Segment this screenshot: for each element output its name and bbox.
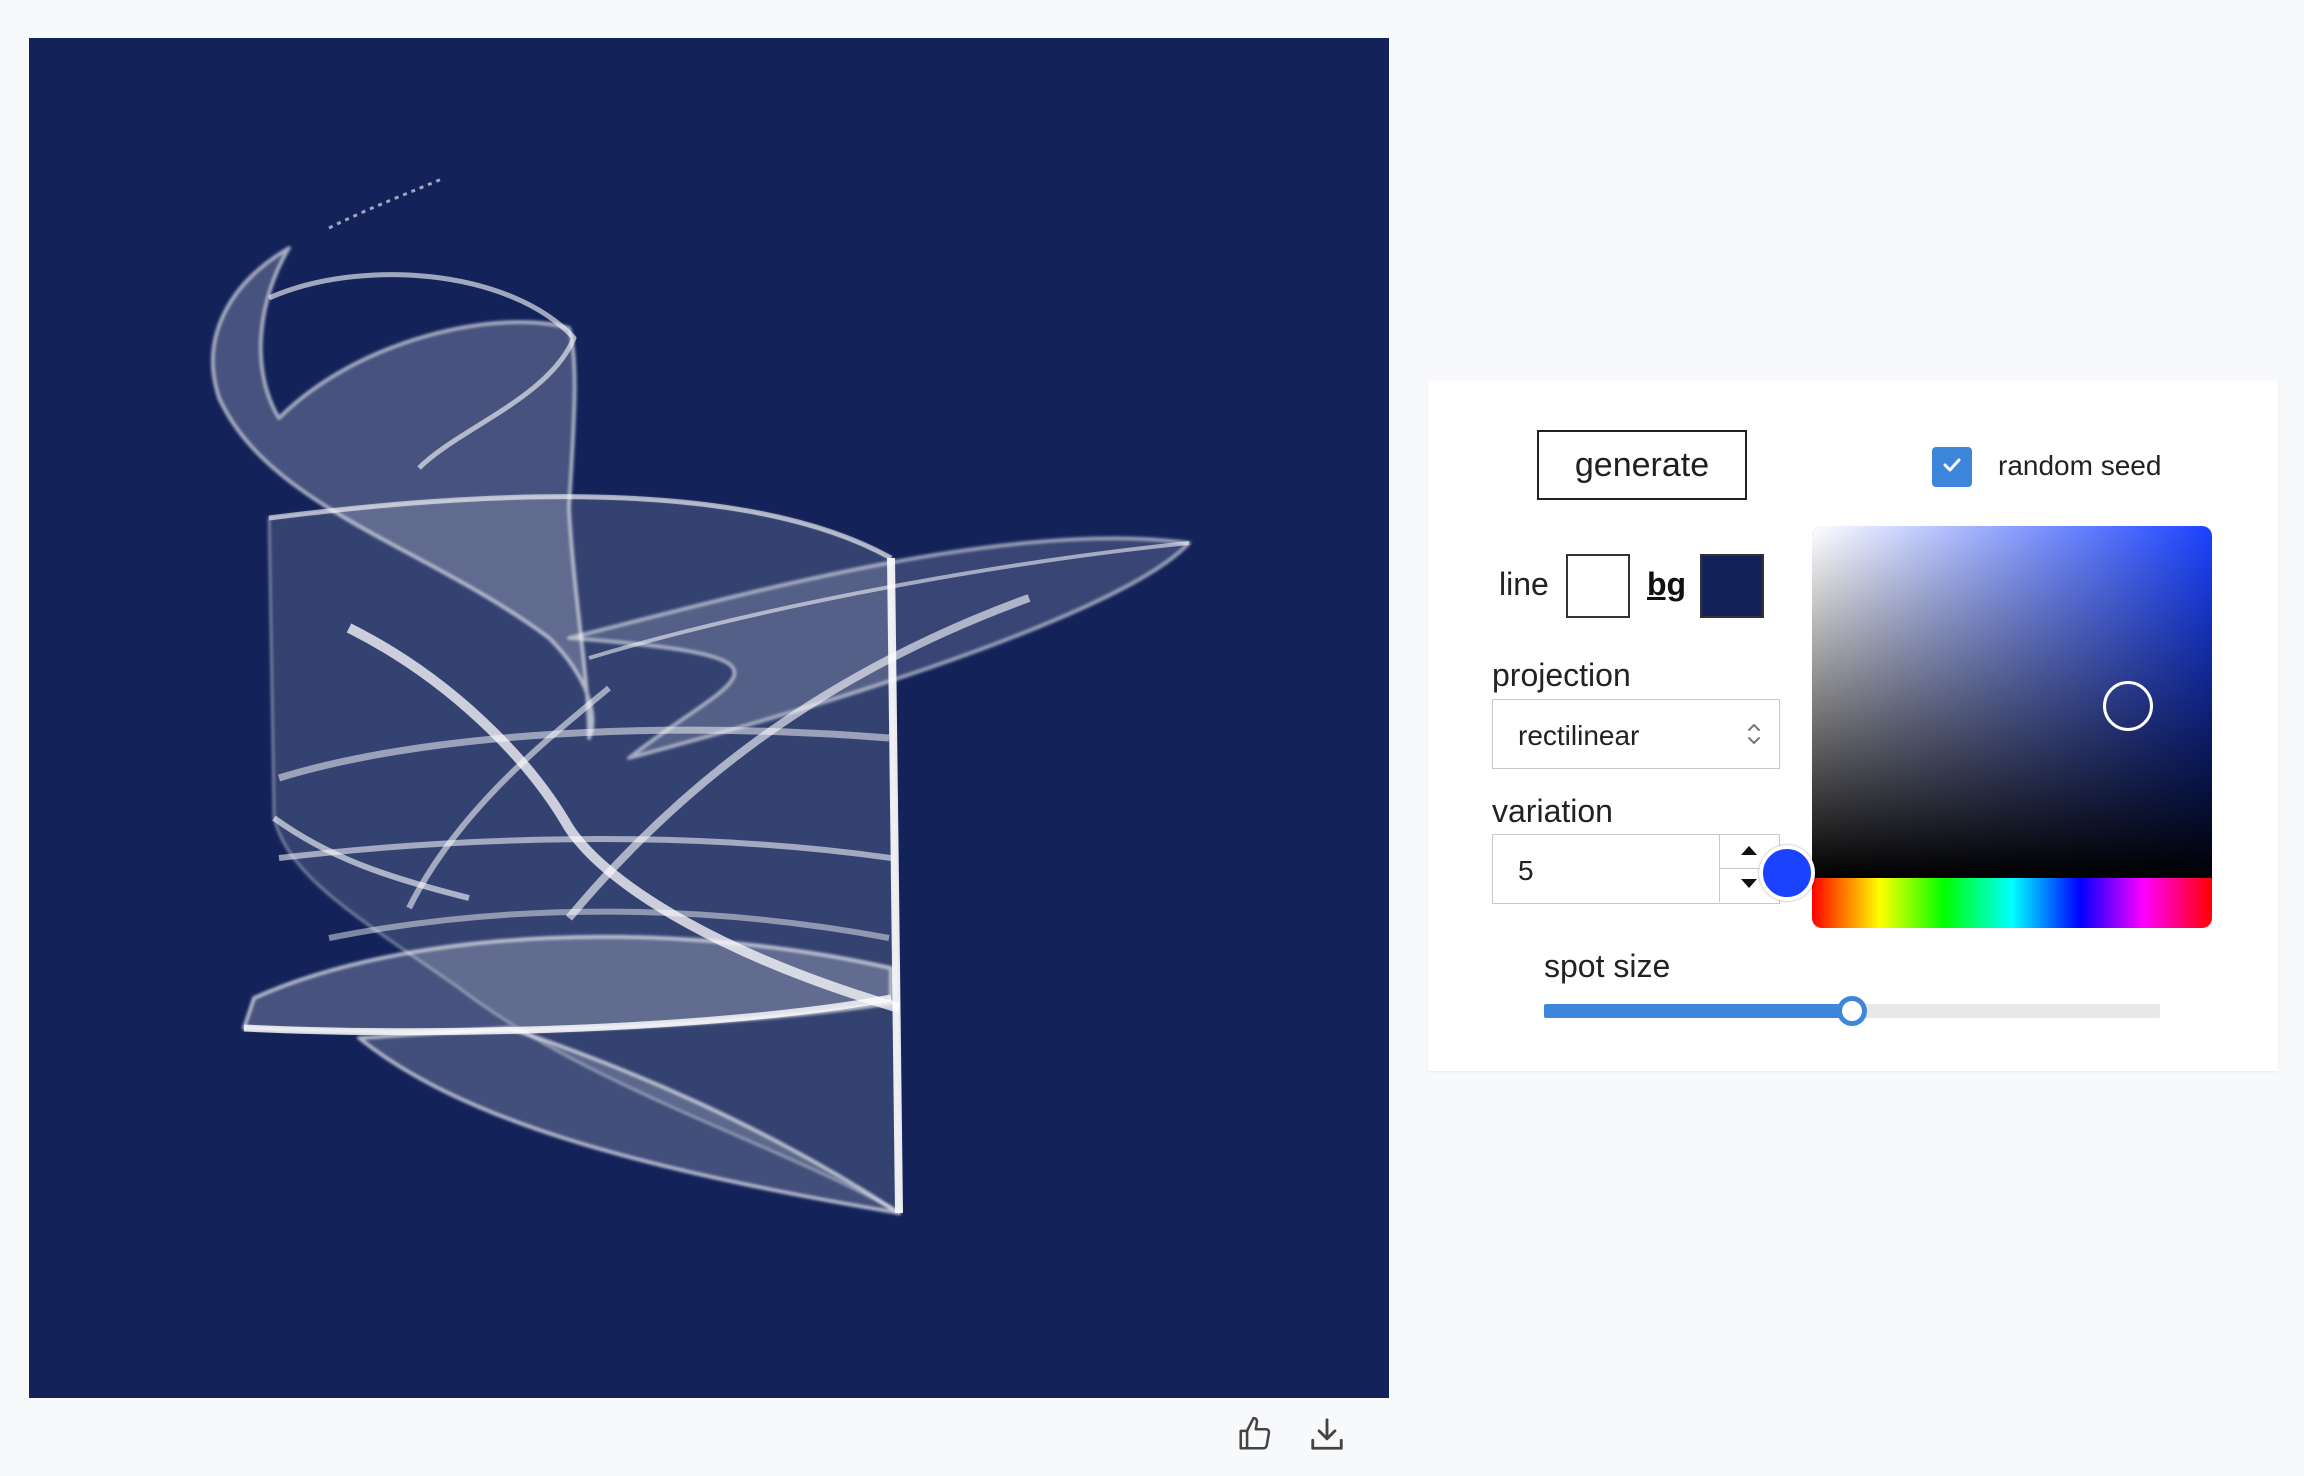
variation-value: 5 xyxy=(1518,855,1534,886)
slider-thumb[interactable] xyxy=(1837,996,1867,1026)
random-seed-checkbox[interactable] xyxy=(1932,447,1972,487)
chevron-updown-icon xyxy=(1745,720,1763,753)
hue-slider[interactable] xyxy=(1812,878,2212,928)
projection-value: rectilinear xyxy=(1518,720,1640,751)
download-icon xyxy=(1308,1415,1346,1458)
spot-size-label: spot size xyxy=(1544,948,1671,984)
control-panel: generate random seed line bg projection … xyxy=(1428,381,2278,1071)
slider-fill xyxy=(1544,1004,1852,1018)
variation-label: variation xyxy=(1492,793,1613,829)
projection-label: projection xyxy=(1492,657,1631,693)
download-button[interactable] xyxy=(1299,1410,1355,1462)
variation-stepper xyxy=(1719,835,1779,902)
caret-up-icon xyxy=(1740,843,1758,861)
thumbs-up-icon xyxy=(1236,1415,1274,1458)
variation-input[interactable]: 5 xyxy=(1492,834,1780,904)
bg-color-swatch[interactable] xyxy=(1700,554,1764,618)
like-button[interactable] xyxy=(1227,1410,1283,1462)
bg-color-label[interactable]: bg xyxy=(1647,566,1687,602)
saturation-value-area[interactable] xyxy=(1812,526,2212,878)
random-seed-label: random seed xyxy=(1998,450,2162,481)
saturation-handle[interactable] xyxy=(2103,681,2153,731)
generate-button[interactable]: generate xyxy=(1537,430,1747,500)
increment-button[interactable] xyxy=(1720,835,1778,869)
line-color-swatch[interactable] xyxy=(1566,554,1630,618)
projection-select[interactable]: rectilinear xyxy=(1492,699,1780,769)
spot-size-slider[interactable] xyxy=(1544,994,2160,1026)
caret-down-icon xyxy=(1740,877,1758,895)
hue-handle[interactable] xyxy=(1759,845,1815,901)
line-color-label: line xyxy=(1499,566,1549,602)
ribbon-artwork xyxy=(210,176,1191,1215)
checkmark-icon xyxy=(1940,453,1964,482)
color-picker xyxy=(1812,526,2212,928)
decrement-button[interactable] xyxy=(1720,869,1778,902)
artwork-canvas xyxy=(29,38,1389,1398)
